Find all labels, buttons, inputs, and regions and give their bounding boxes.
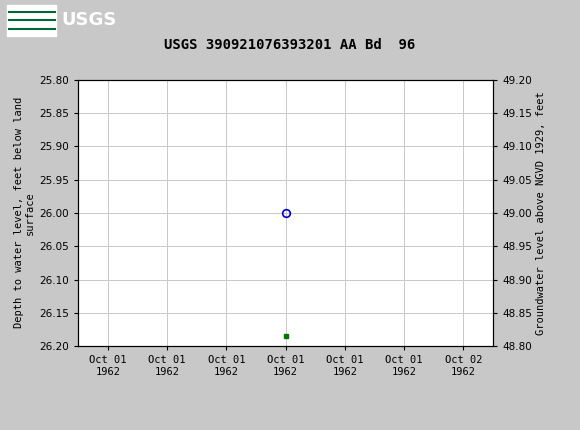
Text: USGS 390921076393201 AA Bd  96: USGS 390921076393201 AA Bd 96 bbox=[164, 38, 416, 52]
Text: USGS: USGS bbox=[61, 12, 116, 29]
Y-axis label: Groundwater level above NGVD 1929, feet: Groundwater level above NGVD 1929, feet bbox=[536, 91, 546, 335]
Y-axis label: Depth to water level, feet below land
surface: Depth to water level, feet below land su… bbox=[14, 97, 35, 329]
Bar bbox=[7, 5, 56, 36]
